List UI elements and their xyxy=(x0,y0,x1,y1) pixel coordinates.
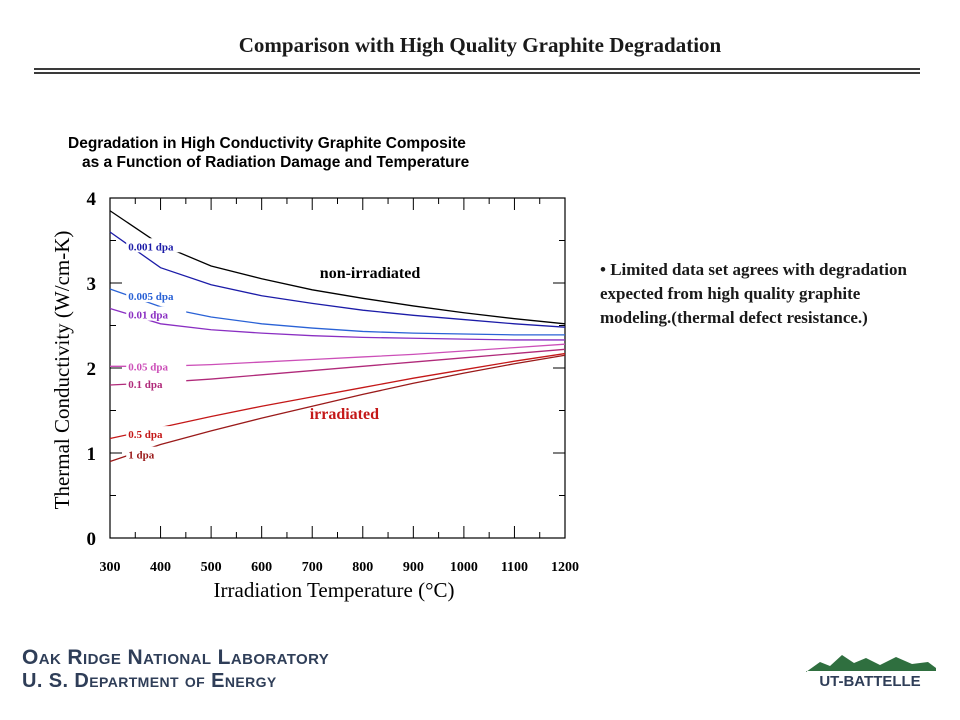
series-label-bg-1 xyxy=(126,238,187,253)
series-label-bg-7 xyxy=(126,446,187,461)
y-tick-label: 0 xyxy=(87,529,97,550)
y-tick-label: 4 xyxy=(87,189,97,210)
chart-subtitle: as a Function of Radiation Damage and Te… xyxy=(82,154,470,171)
slide-title: Comparison with High Quality Graphite De… xyxy=(238,33,722,57)
x-tick-label: 300 xyxy=(100,560,121,575)
logo-text: UT-BATTELLE xyxy=(819,673,920,690)
x-tick-label: 1100 xyxy=(501,560,528,575)
chart-title: Degradation in High Conductivity Graphit… xyxy=(68,135,466,152)
x-tick-label: 500 xyxy=(201,560,222,575)
series-label-1: 0.001 dpa xyxy=(128,241,174,253)
footer-org-name: Oak Ridge National Laboratory xyxy=(22,646,330,669)
x-tick-label: 700 xyxy=(302,560,323,575)
title-rule-bottom xyxy=(34,72,920,74)
series-label-bg-2 xyxy=(126,288,187,303)
series-label-4: 0.05 dpa xyxy=(128,361,168,373)
series-label-bg-5 xyxy=(126,375,187,390)
series-label-3: 0.01 dpa xyxy=(128,310,168,322)
x-tick-label: 900 xyxy=(403,560,424,575)
series-line-1 xyxy=(109,231,566,328)
series-label-bg-6 xyxy=(126,426,187,441)
series-label-7: 1 dpa xyxy=(128,450,154,462)
chart-annotation-1: irradiated xyxy=(310,406,379,423)
x-tick-label: 400 xyxy=(150,560,171,575)
series-label-5: 0.1 dpa xyxy=(128,379,163,391)
series-line-7 xyxy=(109,354,566,463)
y-tick-label: 2 xyxy=(87,359,97,380)
ut-battelle-logo: UT-BATTELLE xyxy=(806,655,936,690)
y-tick-label: 1 xyxy=(87,444,97,465)
series-label-6: 0.5 dpa xyxy=(128,429,163,441)
series-line-0 xyxy=(109,210,566,325)
footer-department: U. S. Department of Energy xyxy=(22,670,277,692)
x-tick-label: 600 xyxy=(251,560,272,575)
mountain-logo-icon xyxy=(806,655,936,672)
x-tick-label: 1200 xyxy=(551,560,579,575)
series-label-2: 0.005 dpa xyxy=(128,291,174,303)
bullet-text: • Limited data set agrees with degradati… xyxy=(600,260,907,327)
x-tick-label: 1000 xyxy=(450,560,478,575)
y-axis-label: Thermal Conductivity (W/cm-K) xyxy=(50,231,74,510)
series-line-3 xyxy=(109,307,565,341)
title-rule-top xyxy=(34,68,920,70)
x-tick-label: 800 xyxy=(352,560,373,575)
series-line-6 xyxy=(109,352,566,440)
x-axis-label: Irradiation Temperature (°C) xyxy=(214,578,455,602)
chart-annotation-0: non-irradiated xyxy=(320,265,421,282)
y-tick-label: 3 xyxy=(87,274,97,295)
series-label-bg-3 xyxy=(126,306,187,321)
series-label-bg-4 xyxy=(126,358,187,373)
